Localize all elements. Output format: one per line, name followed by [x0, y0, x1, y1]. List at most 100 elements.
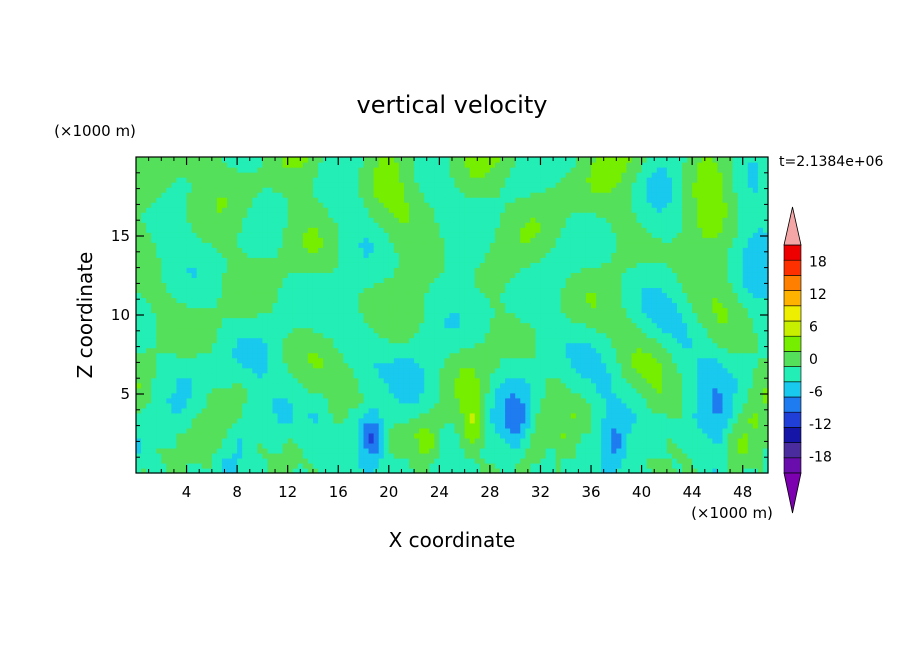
- field-cell: [363, 437, 370, 444]
- field-cell: [221, 292, 228, 299]
- field-cell: [267, 377, 274, 384]
- field-cell: [520, 327, 526, 334]
- field-cell: [302, 322, 309, 329]
- field-cell: [454, 292, 461, 299]
- field-cell: [398, 387, 405, 394]
- field-cell: [368, 427, 375, 434]
- field-cell: [312, 302, 319, 309]
- field-cell: [282, 462, 289, 469]
- field-cell: [191, 307, 198, 314]
- field-cell: [651, 332, 658, 339]
- field-cell: [469, 347, 476, 354]
- field-cell: [252, 297, 258, 304]
- field-cell: [318, 427, 324, 434]
- field-cell: [479, 407, 486, 414]
- field-cell: [545, 327, 552, 334]
- field-cell: [221, 337, 228, 344]
- field-cell: [232, 342, 238, 349]
- field-cell: [555, 327, 562, 334]
- field-cell: [631, 287, 638, 294]
- field-cell: [398, 432, 405, 439]
- field-cell: [762, 302, 769, 309]
- field-cell: [206, 377, 213, 384]
- field-cell: [338, 437, 344, 444]
- field-cell: [530, 427, 537, 434]
- field-cell: [464, 307, 471, 314]
- field-cell: [343, 287, 349, 294]
- field-cell: [227, 312, 233, 319]
- field-cell: [555, 362, 562, 369]
- field-cell: [692, 387, 698, 394]
- field-cell: [570, 457, 577, 464]
- field-cell: [489, 407, 496, 414]
- field-cell: [707, 337, 713, 344]
- field-cell: [591, 452, 597, 459]
- field-cell: [424, 297, 430, 304]
- field-cell: [545, 407, 552, 414]
- field-cell: [469, 402, 476, 409]
- field-cell: [449, 392, 456, 399]
- field-cell: [565, 352, 572, 359]
- field-cell: [717, 407, 724, 414]
- field-cell: [333, 402, 339, 409]
- field-cell: [535, 357, 542, 364]
- field-cell: [591, 302, 597, 309]
- field-cell: [328, 422, 334, 429]
- field-cell: [449, 347, 456, 354]
- field-cell: [575, 317, 582, 324]
- field-cell: [666, 277, 673, 283]
- field-cell: [348, 417, 355, 424]
- field-cell: [211, 462, 218, 469]
- field-cell: [323, 327, 329, 334]
- field-cell: [676, 297, 683, 304]
- field-cell: [661, 327, 668, 334]
- field-cell: [216, 397, 223, 404]
- field-cell: [484, 397, 491, 404]
- field-cell: [692, 282, 698, 289]
- field-cell: [282, 377, 289, 384]
- field-cell: [454, 362, 461, 369]
- field-cell: [601, 272, 607, 278]
- field-cell: [530, 452, 537, 459]
- field-cell: [302, 427, 309, 434]
- field-cell: [621, 452, 628, 459]
- field-cell: [651, 362, 658, 369]
- field-cell: [368, 337, 375, 344]
- field-cell: [601, 312, 607, 319]
- field-cell: [257, 312, 263, 319]
- field-cell: [267, 462, 274, 469]
- field-cell: [762, 447, 769, 454]
- field-cell: [565, 357, 572, 364]
- field-cell: [151, 362, 157, 369]
- field-cell: [732, 357, 739, 364]
- field-cell: [424, 372, 430, 379]
- field-cell: [318, 352, 324, 359]
- field-cell: [414, 417, 420, 424]
- field-cell: [631, 292, 638, 299]
- field-cell: [363, 357, 370, 364]
- field-cell: [732, 437, 739, 444]
- field-cell: [333, 297, 339, 304]
- field-cell: [616, 392, 622, 399]
- field-cell: [388, 452, 395, 459]
- field-cell: [742, 467, 749, 474]
- field-cell: [560, 422, 567, 429]
- field-cell: [161, 342, 167, 349]
- field-cell: [302, 442, 309, 449]
- field-cell: [333, 392, 339, 399]
- field-cell: [186, 397, 193, 404]
- field-cell: [151, 447, 157, 454]
- field-cell: [414, 422, 420, 429]
- field-cell: [469, 442, 476, 449]
- field-cell: [742, 457, 749, 464]
- field-cell: [525, 332, 531, 339]
- field-cell: [747, 402, 754, 409]
- field-cell: [449, 372, 456, 379]
- field-cell: [682, 272, 688, 278]
- field-cell: [429, 297, 435, 304]
- field-cell: [151, 327, 157, 334]
- field-cell: [596, 337, 602, 344]
- field-cell: [626, 362, 633, 369]
- field-cell: [697, 447, 703, 454]
- field-cell: [601, 292, 607, 299]
